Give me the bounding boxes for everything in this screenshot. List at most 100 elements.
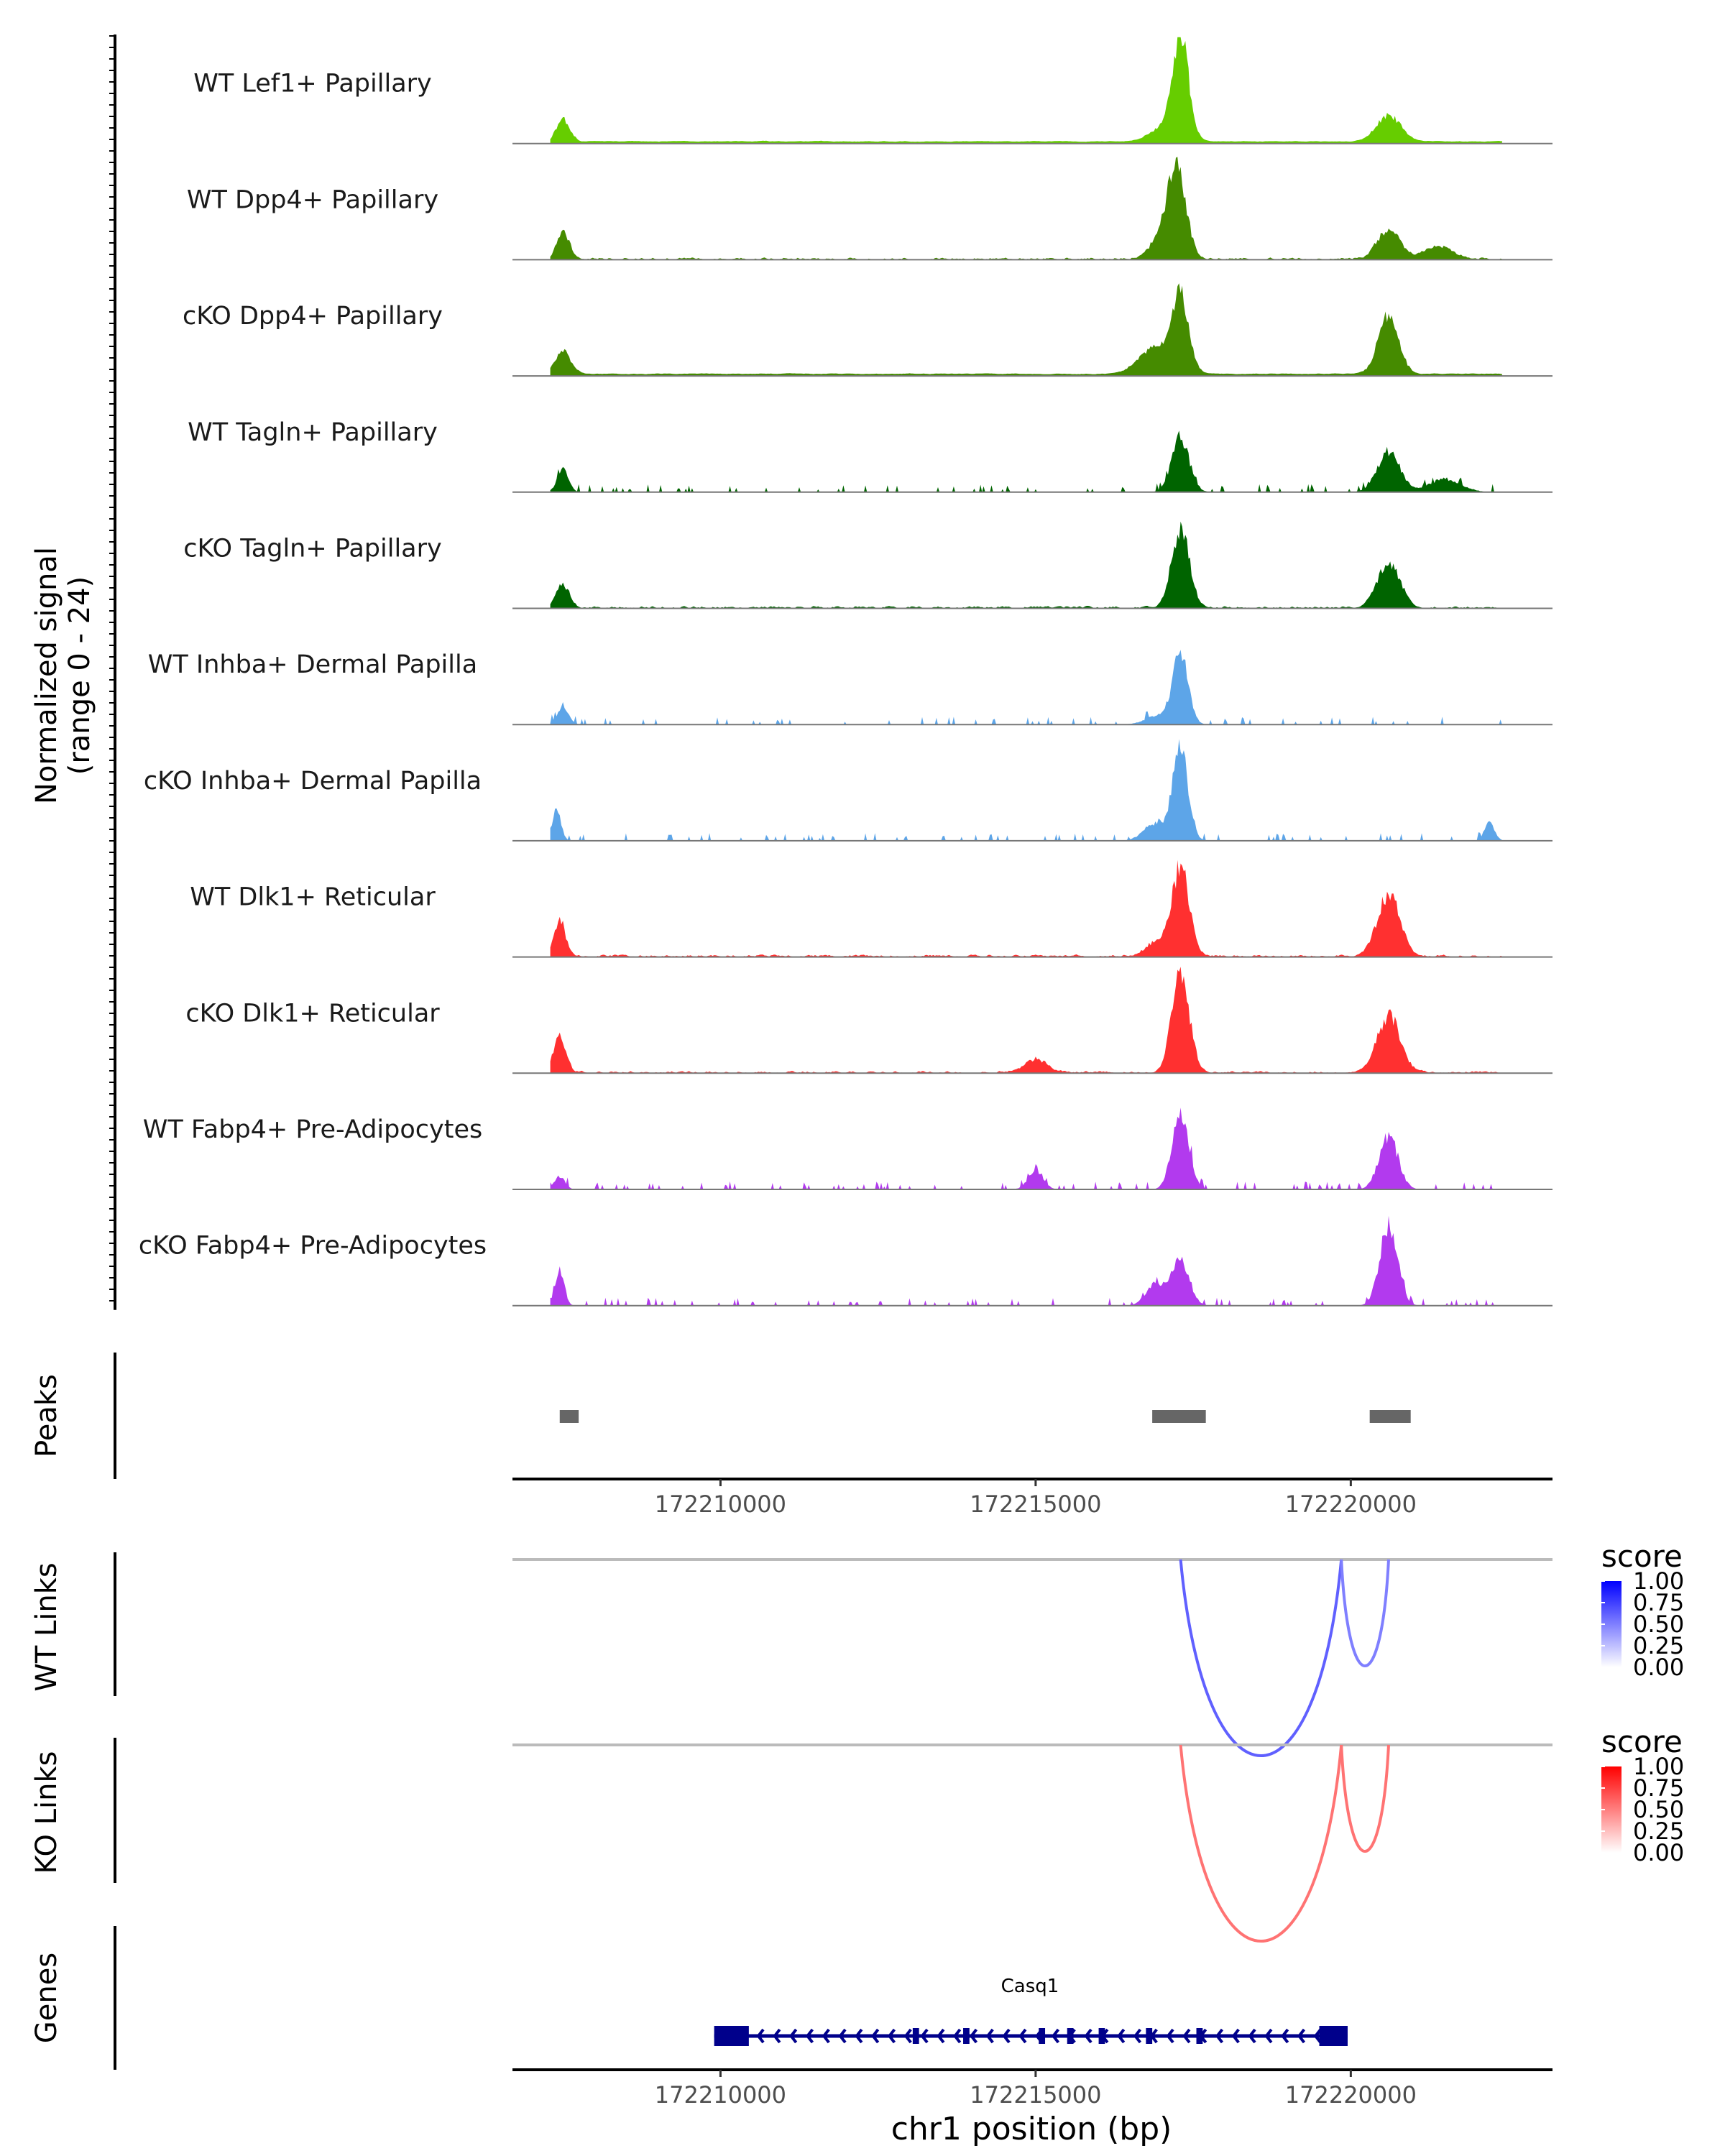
x-axis-top: 172210000 172215000 172220000 <box>512 1478 1552 1518</box>
coverage-area <box>550 430 1502 492</box>
legend-label: 0.00 <box>1633 1839 1684 1866</box>
link-track-label: WT Links <box>30 1562 63 1691</box>
strand-arrow <box>985 2028 994 2044</box>
coverage-ylabel: Normalized signal <box>30 547 63 804</box>
strand-arrow <box>1297 2028 1306 2044</box>
coverage-area <box>550 650 1502 725</box>
coverage-track: WT Fabp4+ Pre-Adipocytes <box>143 1107 1552 1190</box>
strand-arrow <box>1231 2028 1240 2044</box>
strand-arrow <box>1018 2028 1027 2044</box>
gene-exon <box>1146 2028 1153 2044</box>
legend-label: 0.50 <box>1633 1796 1684 1823</box>
x-axis-top-tick-label: 172220000 <box>1285 1491 1417 1518</box>
gene-model <box>714 2026 1348 2046</box>
gene-exon <box>1098 2028 1105 2044</box>
legend-label: 0.00 <box>1633 1654 1684 1681</box>
coverage-tracks: WT Lef1+ Papillary WT Dpp4+ Papillary cKO … <box>139 37 1552 1307</box>
strand-arrow <box>1182 2028 1191 2044</box>
coverage-track-label: WT Tagln+ Papillary <box>188 418 438 447</box>
link-track-label: KO Links <box>30 1751 63 1874</box>
strand-arrow <box>1051 2028 1060 2044</box>
coverage-track-label: cKO Dlk1+ Reticular <box>185 999 440 1028</box>
coverage-track: cKO Fabp4+ Pre-Adipocytes <box>139 1215 1552 1307</box>
coverage-area <box>550 1215 1502 1306</box>
coverage-track: WT Lef1+ Papillary <box>193 37 1552 144</box>
x-axis-bottom-tick-label: 172220000 <box>1285 2081 1417 2109</box>
gene-exon <box>1196 2028 1203 2044</box>
coverage-area <box>550 521 1502 609</box>
strand-arrow <box>822 2028 830 2044</box>
legend-label: 1.00 <box>1633 1753 1684 1780</box>
strand-arrow <box>756 2028 765 2044</box>
x-axis-title: chr1 position (bp) <box>891 2111 1172 2147</box>
legend-label: 1.00 <box>1633 1567 1684 1595</box>
strand-arrow <box>887 2028 896 2044</box>
coverage-area <box>550 860 1502 957</box>
coverage-track: cKO Tagln+ Papillary <box>183 521 1552 609</box>
coverage-track-label: cKO Tagln+ Papillary <box>183 535 442 563</box>
strand-arrow <box>1002 2028 1011 2044</box>
strand-arrow <box>1117 2028 1126 2044</box>
strand-arrow <box>903 2028 912 2044</box>
coverage-area <box>550 739 1502 841</box>
coverage-track-label: cKO Inhba+ Dermal Papilla <box>144 767 482 796</box>
strand-arrow <box>1313 2028 1322 2044</box>
strand-arrow <box>773 2028 781 2044</box>
coverage-track: WT Inhba+ Dermal Papilla <box>148 650 1552 726</box>
coverage-track: cKO Dlk1+ Reticular <box>185 967 1552 1074</box>
strand-arrow <box>1264 2028 1273 2044</box>
gene-exon <box>1039 2028 1046 2044</box>
strand-arrow <box>1281 2028 1289 2044</box>
gene-exon <box>912 2028 919 2044</box>
coverage-track: WT Tagln+ Papillary <box>188 418 1552 493</box>
coverage-y-axis <box>109 34 116 1310</box>
link-arc <box>1340 1559 1390 1667</box>
legend-title: score <box>1601 1539 1683 1574</box>
strand-arrow <box>871 2028 880 2044</box>
peaks-label: Peaks <box>30 1374 63 1457</box>
coverage-area <box>550 283 1502 377</box>
coverage-track: cKO Inhba+ Dermal Papilla <box>144 739 1552 842</box>
coverage-track-label: cKO Fabp4+ Pre-Adipocytes <box>139 1232 487 1261</box>
link-arc <box>1179 1559 1343 1757</box>
coverage-area <box>550 1107 1502 1189</box>
legend-label: 0.75 <box>1633 1774 1684 1802</box>
strand-arrow <box>838 2028 847 2044</box>
legend-label: 0.75 <box>1633 1589 1684 1616</box>
gene-exon <box>963 2028 970 2044</box>
peak-region <box>559 1410 579 1423</box>
legend-label: 0.50 <box>1633 1611 1684 1638</box>
strand-arrow <box>1133 2028 1142 2044</box>
coverage-area <box>550 37 1502 144</box>
gene-exon <box>1319 2026 1348 2046</box>
coverage-track-label: WT Dpp4+ Papillary <box>187 185 438 214</box>
coverage-track-label: WT Dlk1+ Reticular <box>190 883 436 912</box>
x-axis-bottom: 172210000 172215000 172220000 <box>512 2068 1552 2109</box>
strand-arrow <box>855 2028 863 2044</box>
strand-arrow <box>969 2028 978 2044</box>
gene-name-label: Casq1 <box>1001 1976 1059 1997</box>
coverage-track: WT Dlk1+ Reticular <box>190 860 1552 958</box>
coverage-area <box>550 157 1502 260</box>
strand-arrow <box>953 2028 962 2044</box>
coverage-track-label: WT Lef1+ Papillary <box>193 70 432 98</box>
x-axis-bottom-tick-label: 172215000 <box>970 2081 1101 2109</box>
coverage-track-label: WT Fabp4+ Pre-Adipocytes <box>143 1115 482 1144</box>
coverage-track: cKO Dpp4+ Papillary <box>183 283 1552 377</box>
gene-exon <box>714 2026 749 2046</box>
strand-arrow <box>937 2028 945 2044</box>
coverage-track-label: cKO Dpp4+ Papillary <box>183 302 443 331</box>
x-axis-top-tick-label: 172215000 <box>970 1491 1101 1518</box>
strand-arrow <box>1215 2028 1224 2044</box>
strand-arrow <box>920 2028 929 2044</box>
peak-region <box>1152 1410 1206 1423</box>
legend-label: 0.25 <box>1633 1818 1684 1845</box>
strand-arrow <box>1166 2028 1174 2044</box>
link-arc <box>1340 1744 1390 1853</box>
genes-label: Genes <box>30 1953 63 2043</box>
link-arc <box>1179 1744 1343 1943</box>
